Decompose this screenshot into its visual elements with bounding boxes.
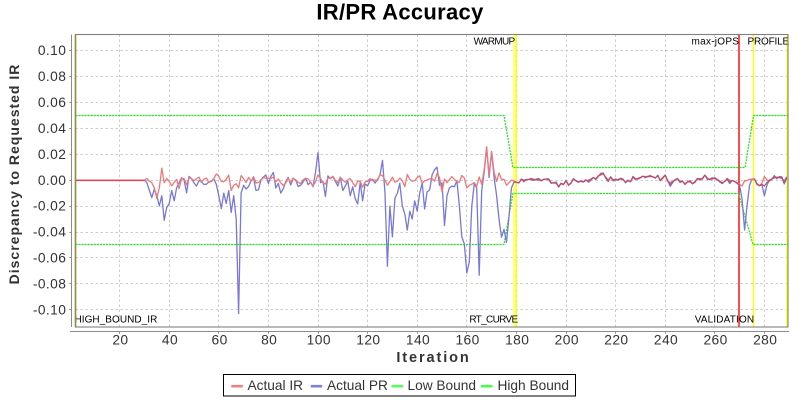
svg-text:-0.02: -0.02 (33, 199, 66, 214)
svg-text:60: 60 (212, 333, 228, 348)
svg-text:VALIDATION: VALIDATION (695, 315, 755, 326)
svg-text:PROFILE: PROFILE (748, 37, 790, 48)
svg-text:100: 100 (307, 333, 331, 348)
svg-text:280: 280 (753, 333, 777, 348)
svg-text:260: 260 (703, 333, 727, 348)
svg-text:140: 140 (406, 333, 430, 348)
svg-text:160: 160 (455, 333, 479, 348)
svg-text:IR/PR Accuracy: IR/PR Accuracy (316, 0, 484, 24)
svg-text:Low Bound: Low Bound (408, 378, 477, 393)
svg-text:HIGH_BOUND_IR: HIGH_BOUND_IR (75, 315, 158, 326)
svg-text:200: 200 (555, 333, 579, 348)
svg-text:RT_CURVE: RT_CURVE (469, 315, 518, 326)
svg-text:-0.08: -0.08 (33, 277, 66, 292)
svg-text:max-jOPS: max-jOPS (692, 37, 740, 48)
svg-text:Actual IR: Actual IR (248, 378, 304, 393)
svg-text:220: 220 (604, 333, 628, 348)
svg-text:0.02: 0.02 (38, 147, 66, 162)
svg-text:Actual PR: Actual PR (327, 378, 388, 393)
svg-text:0.04: 0.04 (38, 121, 66, 136)
svg-text:80: 80 (261, 333, 277, 348)
svg-text:20: 20 (112, 333, 128, 348)
svg-text:WARMUP: WARMUP (474, 37, 516, 48)
svg-text:Iteration: Iteration (396, 350, 470, 366)
svg-text:-0.04: -0.04 (33, 225, 66, 240)
svg-text:40: 40 (162, 333, 178, 348)
svg-text:0.08: 0.08 (38, 69, 66, 84)
svg-text:High Bound: High Bound (498, 378, 570, 393)
svg-text:180: 180 (505, 333, 529, 348)
svg-text:-0.06: -0.06 (33, 251, 66, 266)
svg-text:-0.10: -0.10 (33, 303, 66, 318)
svg-text:240: 240 (654, 333, 678, 348)
svg-text:0.10: 0.10 (38, 43, 66, 58)
svg-text:120: 120 (356, 333, 380, 348)
svg-text:Discrepancy to Requested IR: Discrepancy to Requested IR (6, 64, 22, 285)
svg-text:0.00: 0.00 (38, 173, 66, 188)
svg-text:0.06: 0.06 (38, 95, 66, 110)
